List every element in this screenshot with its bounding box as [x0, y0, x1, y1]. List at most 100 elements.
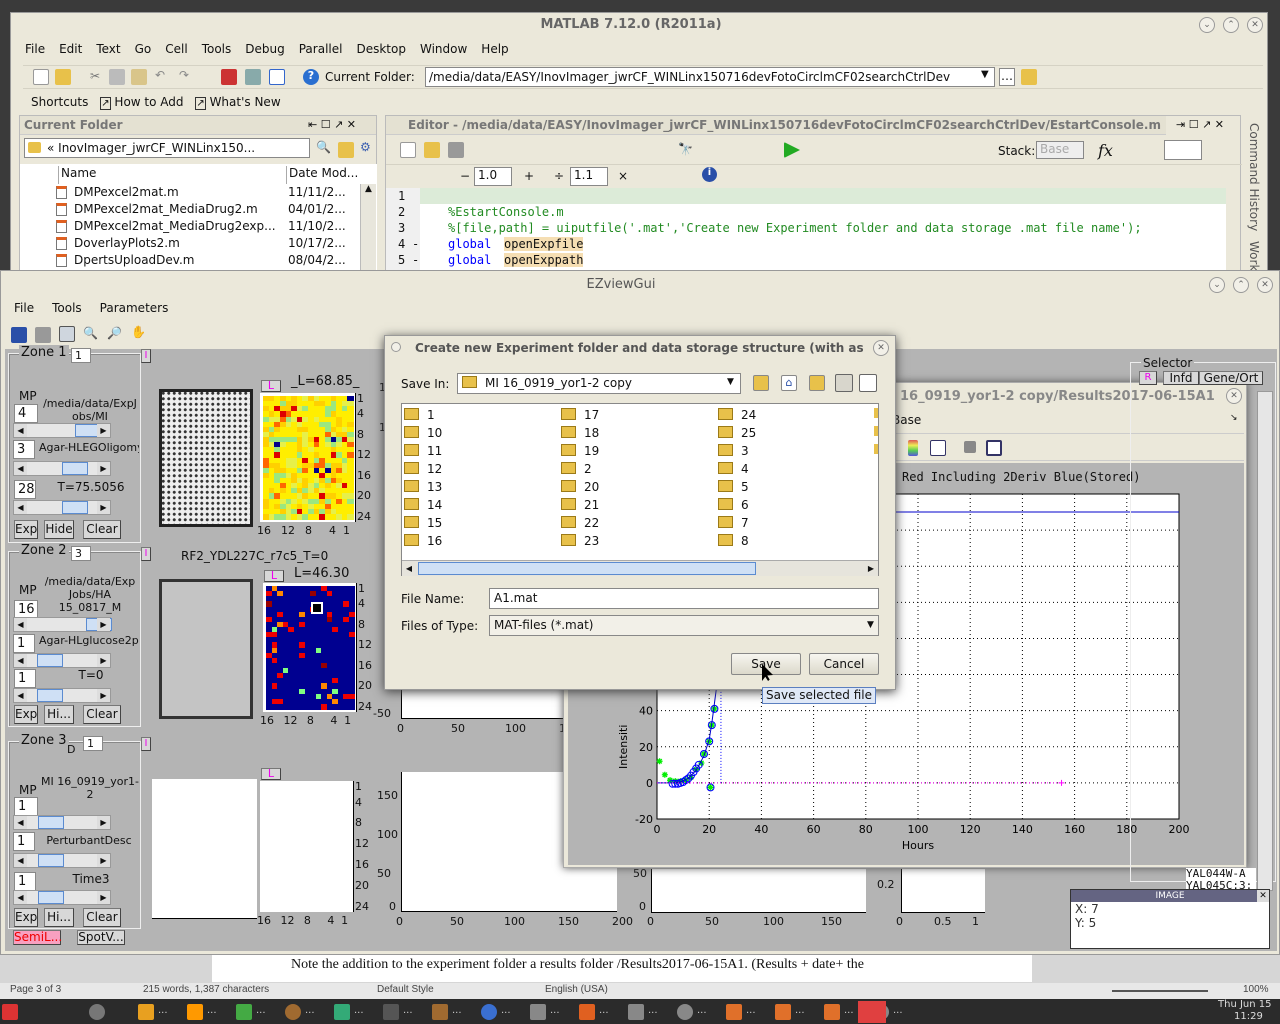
slider-right-arrow[interactable]: ▶ — [97, 501, 110, 514]
slider-thumb[interactable] — [38, 816, 64, 829]
taskbar-app-label[interactable]: ... — [795, 1005, 805, 1016]
minimize-button[interactable]: ⌄ — [1199, 17, 1215, 33]
mp-value-input[interactable]: 4 — [14, 404, 38, 423]
taskbar-app-label[interactable]: ... — [158, 1005, 168, 1016]
taskbar-app-label[interactable]: ... — [452, 1005, 462, 1016]
home-icon[interactable]: ⌂ — [781, 375, 797, 391]
menu-parameters[interactable]: Parameters — [99, 301, 169, 315]
paste-icon[interactable] — [131, 69, 147, 85]
file-row[interactable]: DMPexcel2mat.m 11/11/2... — [20, 184, 360, 201]
zone-clear-button[interactable]: Clear — [83, 908, 121, 927]
folder-item[interactable]: 21 — [561, 498, 599, 512]
folder-item[interactable]: 8 — [718, 534, 749, 548]
folder-dropdown-arrow[interactable]: ▼ — [981, 69, 989, 80]
taskbar-app-icon[interactable] — [138, 1004, 154, 1020]
dropdown-arrow[interactable]: ▼ — [727, 377, 734, 387]
close-button[interactable]: ✕ — [1247, 17, 1263, 33]
minimize-button[interactable]: ⌄ — [1209, 277, 1225, 293]
code-area[interactable]: 1 2 %EstartConsole.m 3 %[file,path] = uiputf… — [386, 188, 1226, 276]
layout-dropdown[interactable] — [1164, 140, 1202, 160]
open-folder-icon[interactable] — [424, 142, 440, 158]
taskbar-app-label[interactable]: ... — [305, 1005, 315, 1016]
zoom-in-icon[interactable]: 🔍 — [83, 326, 98, 340]
slider-left-arrow[interactable]: ◀ — [14, 854, 27, 867]
menu-help[interactable]: Help — [481, 42, 509, 56]
taskbar-app-label[interactable]: ... — [697, 1005, 707, 1016]
zone-slider[interactable]: ◀ ▶ — [13, 653, 111, 668]
selector-scrollbar[interactable] — [1257, 391, 1273, 891]
taskbar-app-icon[interactable] — [824, 1004, 840, 1020]
selector-tab-gene[interactable]: Gene/Ort — [1199, 371, 1263, 385]
maximize-button[interactable]: ⌃ — [1223, 17, 1239, 33]
taskbar-app-icon[interactable] — [677, 1004, 693, 1020]
plate-heatmap[interactable] — [263, 583, 357, 712]
folder-item[interactable]: 12 — [404, 462, 442, 476]
folder-item[interactable]: 13 — [404, 480, 442, 494]
zone-clear-button[interactable]: Clear — [83, 520, 121, 539]
guide-icon[interactable] — [245, 69, 261, 85]
taskbar-app-label[interactable]: ... — [207, 1005, 217, 1016]
folder-list[interactable]: ◀ ▶ 1 10 11 12 13 14 15 16 17 18 19 2 20 21 22 23 24 25 3 4… — [401, 403, 879, 576]
taskbar-app-icon[interactable] — [481, 1004, 497, 1020]
plate-image-empty[interactable] — [152, 779, 257, 919]
menu-file[interactable]: File — [14, 301, 35, 315]
run-icon[interactable] — [784, 142, 800, 158]
hscroll-left[interactable]: ◀ — [405, 564, 413, 573]
simulink-icon[interactable] — [221, 69, 237, 85]
open-folder-icon[interactable] — [55, 69, 71, 85]
condition-input[interactable]: 3 — [13, 440, 35, 459]
zone-index-input[interactable]: 3 — [71, 546, 91, 561]
menu-text[interactable]: Text — [96, 42, 121, 56]
plate-heatmap[interactable] — [260, 781, 354, 912]
zone-index-input[interactable]: 1 — [83, 736, 103, 751]
zone-index-input[interactable]: 1 — [71, 348, 91, 363]
menu-edit[interactable]: Edit — [59, 42, 83, 56]
zone-hi-button[interactable]: Hi... — [44, 705, 74, 724]
taskbar-app-label[interactable]: ... — [599, 1005, 609, 1016]
undock-icon[interactable]: ↘ — [1230, 413, 1238, 423]
colorbar-icon[interactable] — [908, 440, 918, 456]
close-button[interactable]: ✕ — [1257, 277, 1273, 293]
taskbar-app-icon[interactable] — [726, 1004, 742, 1020]
gear-icon[interactable]: ⚙ — [360, 140, 371, 154]
status-style[interactable]: Default Style — [377, 984, 434, 995]
taskbar-app-icon[interactable] — [2, 1004, 18, 1020]
print-icon[interactable] — [35, 327, 51, 343]
taskbar-app-label[interactable]: ... — [893, 1005, 903, 1016]
zone-slider[interactable]: ◀ ▶ — [13, 617, 112, 632]
zone-slider[interactable]: ◀ ▶ — [13, 423, 111, 438]
folder-item[interactable]: 23 — [561, 534, 599, 548]
status-zoom[interactable]: 100% — [1243, 984, 1269, 995]
file-row[interactable]: DMPexcel2mat_MediaDrug2exp... 11/10/2... — [20, 218, 360, 235]
dialog-close-button[interactable]: ✕ — [873, 340, 889, 356]
slider-thumb[interactable] — [62, 501, 88, 514]
menu-tools[interactable]: Tools — [52, 301, 82, 315]
folder-item[interactable]: 16 — [404, 534, 442, 548]
taskbar-app-icon[interactable] — [775, 1004, 791, 1020]
folder-item[interactable]: 25 — [718, 426, 756, 440]
taskbar-app-label[interactable]: ... — [844, 1005, 854, 1016]
hscroll-right[interactable]: ▶ — [867, 564, 875, 573]
new-file-icon[interactable] — [33, 69, 49, 85]
folder-item[interactable]: 5 — [718, 480, 749, 494]
slider-thumb[interactable] — [38, 891, 64, 904]
taskbar-app-icon[interactable] — [89, 1004, 105, 1020]
slider-right-arrow[interactable]: ▶ — [97, 689, 110, 702]
function-icon[interactable]: fx — [1098, 141, 1113, 160]
file-row[interactable]: DMPexcel2mat_MediaDrug2.m 04/01/2... — [20, 201, 360, 218]
info-icon[interactable]: i — [702, 167, 717, 182]
zone-hi-button[interactable]: Hi... — [44, 908, 74, 927]
copy-icon[interactable] — [109, 69, 125, 85]
browse-folder-button[interactable]: … — [999, 68, 1015, 86]
folder-item[interactable]: 1 — [404, 408, 435, 422]
folder-item[interactable]: 10 — [404, 426, 442, 440]
shortcuts-label[interactable]: Shortcuts — [31, 95, 89, 109]
menu-debug[interactable]: Debug — [245, 42, 285, 56]
folder-item[interactable]: 19 — [561, 444, 599, 458]
zone-exp-button[interactable]: Exp — [14, 705, 38, 724]
cell-scale-input[interactable]: 1.1 — [570, 167, 608, 186]
heatmap-l-button[interactable]: L — [261, 380, 281, 392]
menu-cell[interactable]: Cell — [165, 42, 188, 56]
taskbar-app-icon[interactable] — [285, 1004, 301, 1020]
cell-step-input[interactable]: 1.0 — [474, 167, 512, 186]
